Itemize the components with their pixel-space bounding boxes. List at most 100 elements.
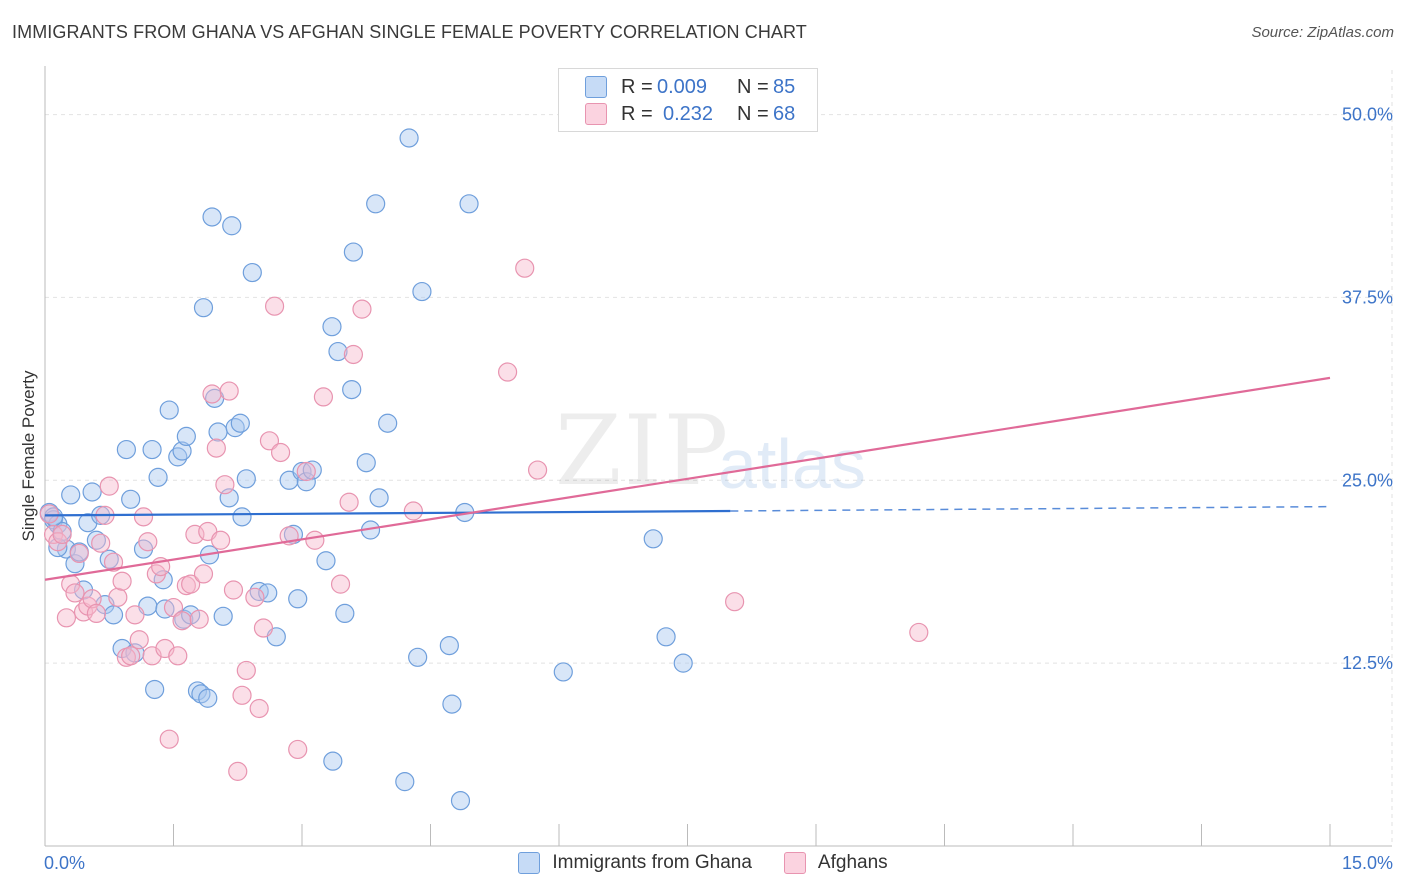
data-point [142,439,162,460]
series-legend-afghans: Afghans [783,852,888,874]
data-point [39,504,59,524]
data-point [52,524,72,545]
data-point [442,694,462,714]
data-point [172,611,192,631]
y-tick-label: 12.5% [1342,653,1393,673]
data-point [223,580,244,600]
data-point [208,422,228,442]
data-point [323,751,343,771]
data-point [313,387,334,407]
data-point [91,533,111,553]
data-point [129,630,149,650]
data-point [725,592,745,612]
legend-swatch-blue [585,76,607,98]
data-point [65,583,85,603]
data-point [343,344,363,365]
data-point [352,299,372,319]
data-point [82,482,102,502]
data-point [198,688,218,708]
series-legend-swatch-blue [518,852,541,874]
data-point [288,589,308,609]
data-point [439,635,459,656]
series-legend-label-afghans: Afghans [817,852,888,873]
data-point [108,587,128,607]
data-point [121,489,141,509]
correlation-legend: R = 0.009 N = 85 R = 0.232 N = 68 [558,68,818,132]
data-point [112,571,132,591]
data-point [230,413,250,433]
data-point [305,530,325,550]
data-point [498,362,518,382]
data-point [232,685,252,705]
data-point [553,662,573,682]
data-point [408,647,428,667]
data-point [215,475,235,495]
data-point [339,492,359,512]
data-point [61,485,81,505]
watermark-zip: ZIP [555,395,730,507]
legend-n-value: 68 [773,102,796,125]
data-point [125,605,145,625]
watermark-atlas: atlas [718,425,866,503]
legend-n-label: N = [737,102,769,125]
data-point [302,460,322,480]
data-point [328,341,348,362]
data-point [236,469,256,489]
data-point [222,216,242,236]
data-point [292,461,312,482]
data-point [181,574,201,594]
x-tick-label: 15.0% [1342,853,1393,873]
trend-line-afghans [44,376,1331,581]
data-point [342,379,362,400]
y-tick-label: 50.0% [1342,105,1393,125]
y-axis-label: Single Female Poverty [19,370,38,542]
legend-row-ghana: R = 0.009 N = 85 [585,74,795,100]
series-ghana-points [39,128,693,811]
data-point [643,529,663,549]
series-legend: Immigrants from Ghana Afghans [0,852,1406,874]
data-point [116,439,136,460]
data-point [258,583,278,603]
data-point [296,461,316,482]
data-point [343,242,363,262]
legend-r-label: R = [621,102,653,125]
data-point [270,442,291,463]
data-point [459,194,479,214]
data-point [103,605,124,625]
data-point [145,679,165,700]
tick-labels: 12.5% 25.0% 37.5% 50.0% 0.0% 15.0% [44,105,1393,873]
data-point [245,587,265,607]
grid-lines [45,70,1393,846]
data-point [172,441,192,461]
data-point [288,739,308,760]
data-point [378,413,398,433]
data-point [99,476,119,496]
data-point [193,298,214,318]
trend-line-ghana-extension [730,505,1331,512]
legend-n-label: N = [737,75,769,98]
data-point [236,660,256,681]
chart-title: IMMIGRANTS FROM GHANA VS AFGHAN SINGLE F… [12,22,807,42]
series-afghans-points [39,258,929,781]
trend-lines [44,376,1331,581]
data-point [395,772,415,792]
data-point [335,603,355,624]
data-point [56,608,77,628]
data-point [82,589,102,609]
data-point [69,543,89,564]
data-point [159,400,179,420]
data-point [232,507,252,527]
data-point [86,603,107,624]
x-tick-label: 0.0% [44,853,85,873]
data-point [316,551,336,571]
data-point [193,564,214,584]
chart-source: Source: ZipAtlas.com [1251,24,1394,41]
data-point [211,530,231,550]
data-point [450,791,471,811]
legend-r-value: 0.009 [657,75,708,98]
data-point [133,507,154,527]
data-point [242,262,262,283]
watermark: ZIP atlas [555,395,866,507]
data-point [202,207,222,227]
